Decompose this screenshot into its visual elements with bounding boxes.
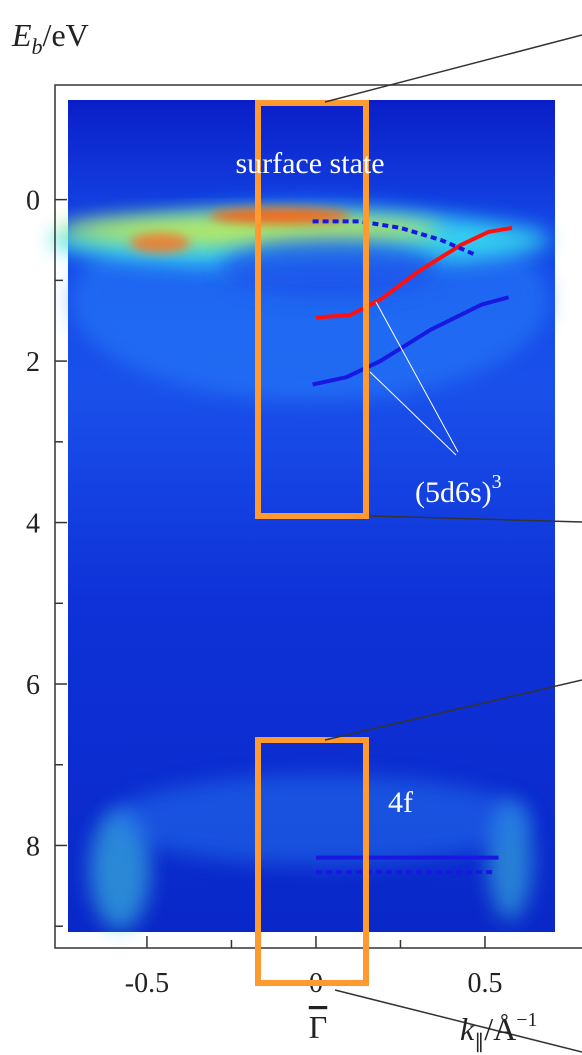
annotation: surface state [235,147,384,180]
label-pointers [369,301,459,456]
band-line [312,219,476,257]
annotation: 4f [388,786,413,819]
highlight-box [255,737,369,986]
pointer-lines [324,34,582,1053]
x-tick-label: 0.5 [467,968,502,999]
band-line [312,295,510,387]
y-tick-label: 6 [26,670,40,701]
highlight-box [255,100,369,519]
y-tick-label: 0 [26,186,40,217]
y-tick-label: 8 [26,831,40,862]
band-line [315,225,513,320]
x-axis-label: k∥/Å−1 [460,1009,537,1053]
gamma-label: Γ [309,1009,328,1045]
y-tick-label: 4 [26,509,40,540]
bands [312,219,513,875]
frame [54,84,582,949]
y-tick-label: 2 [26,347,40,378]
y-axis-label: Eb/eV [11,17,89,59]
x-tick-label: -0.5 [125,968,169,999]
annotation: (5d6s)3 [415,471,502,509]
